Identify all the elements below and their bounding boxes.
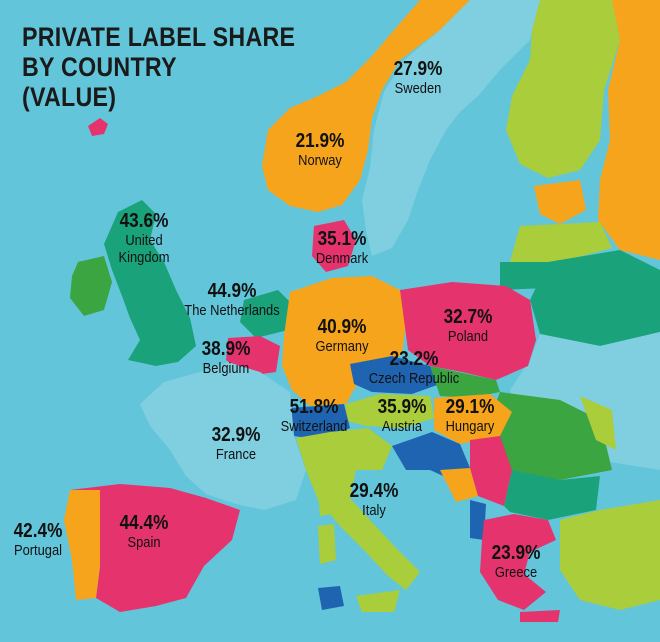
label-switzerland: 51.8% Switzerland — [281, 396, 348, 435]
label-portugal: 42.4% Portugal — [14, 520, 63, 559]
slovakia-shape — [430, 366, 500, 398]
switzerland-shape — [290, 404, 350, 440]
switzerland-share: 51.8% — [289, 396, 339, 418]
russia-north-shape — [598, 0, 660, 260]
label-germany: 40.9% Germany — [315, 316, 368, 355]
italy-share: 29.4% — [349, 480, 399, 502]
czech-name: Czech Republic — [368, 370, 460, 387]
label-italy: 29.4% Italy — [350, 480, 399, 519]
austria-shape — [344, 394, 434, 428]
denmark-shape — [312, 220, 356, 272]
belgium-share: 38.9% — [201, 338, 251, 360]
netherlands-share: 44.9% — [207, 280, 257, 302]
portugal-name: Portugal — [13, 542, 63, 559]
spain-share: 44.4% — [119, 512, 169, 534]
iceland-shape — [88, 118, 108, 136]
title-line-2: BY COUNTRY — [22, 52, 177, 82]
albania-shape — [470, 500, 486, 540]
belgium-name: Belgium — [202, 360, 250, 377]
poland-share: 32.7% — [443, 306, 493, 328]
label-czech: 23.2% Czech Republic — [369, 348, 459, 387]
baltic-shape — [510, 222, 612, 262]
italy-shape — [296, 428, 420, 590]
crete-shape — [520, 610, 560, 622]
uk-shape — [104, 200, 196, 366]
netherlands-name: The Netherlands — [184, 302, 280, 319]
finland-shape — [506, 0, 620, 178]
austria-share: 35.9% — [377, 396, 427, 418]
france-name: France — [215, 446, 257, 463]
moldova-shape — [580, 396, 616, 450]
baleares-shape — [318, 586, 344, 610]
czech-shape — [350, 356, 440, 394]
label-france: 32.9% France — [212, 424, 261, 463]
label-netherlands: 44.9% The Netherlands — [184, 280, 279, 319]
greece-shape — [480, 514, 556, 610]
label-poland: 32.7% Poland — [444, 306, 493, 345]
romania-shape — [486, 392, 612, 480]
poland-shape — [400, 282, 536, 380]
france-shape — [140, 362, 306, 510]
portugal-shape — [64, 490, 100, 600]
hungary-name: Hungary — [445, 418, 495, 435]
sweden-name: Sweden — [394, 80, 442, 97]
sweden-shape — [362, 0, 540, 256]
title-line-3: (VALUE) — [22, 82, 117, 112]
sweden-share: 27.9% — [393, 58, 443, 80]
estonia-shape — [534, 180, 586, 224]
label-austria: 35.9% Austria — [378, 396, 427, 435]
norway-shape — [262, 0, 470, 212]
portugal-share: 42.4% — [13, 520, 63, 542]
map-title: PRIVATE LABEL SHARE BY COUNTRY (VALUE) — [22, 22, 295, 112]
label-belgium: 38.9% Belgium — [202, 338, 251, 377]
label-sweden: 27.9% Sweden — [394, 58, 443, 97]
greece-share: 23.9% — [491, 542, 541, 564]
sicily-shape — [356, 590, 400, 612]
label-greece: 23.9% Greece — [492, 542, 541, 581]
ireland-shape — [70, 256, 112, 316]
label-denmark: 35.1% Denmark — [316, 228, 368, 267]
hungary-share: 29.1% — [445, 396, 495, 418]
sardinia-shape — [318, 524, 336, 564]
label-spain: 44.4% Spain — [120, 512, 169, 551]
germany-share: 40.9% — [317, 316, 367, 338]
france-share: 32.9% — [211, 424, 261, 446]
poland-name: Poland — [447, 328, 489, 345]
czech-share: 23.2% — [389, 348, 439, 370]
switzerland-name: Switzerland — [280, 418, 348, 435]
label-uk: 43.6% United Kingdom — [103, 210, 186, 266]
germany-name: Germany — [315, 338, 369, 355]
uk-share: 43.6% — [119, 210, 169, 232]
spain-shape — [70, 484, 240, 612]
italy-name: Italy — [362, 502, 386, 519]
serbia-shape — [470, 436, 512, 506]
title-line-1: PRIVATE LABEL SHARE — [22, 22, 296, 52]
belarus-shape — [530, 250, 660, 346]
spain-name: Spain — [127, 534, 161, 551]
austria-name: Austria — [381, 418, 423, 435]
netherlands-shape — [240, 290, 292, 338]
norway-share: 21.9% — [295, 130, 345, 152]
denmark-name: Denmark — [315, 250, 369, 267]
slovenia-croatia-shape — [392, 432, 470, 480]
uk-name: United Kingdom — [118, 232, 170, 266]
bulgaria-shape — [504, 470, 600, 520]
denmark-share: 35.1% — [317, 228, 367, 250]
hungary-shape — [434, 394, 512, 444]
norway-name: Norway — [298, 152, 342, 169]
corsica-shape — [318, 490, 332, 516]
turkey-shape — [560, 500, 660, 610]
label-norway: 21.9% Norway — [296, 130, 345, 169]
label-hungary: 29.1% Hungary — [446, 396, 495, 435]
greece-name: Greece — [494, 564, 538, 581]
bosnia-shape — [440, 468, 478, 502]
